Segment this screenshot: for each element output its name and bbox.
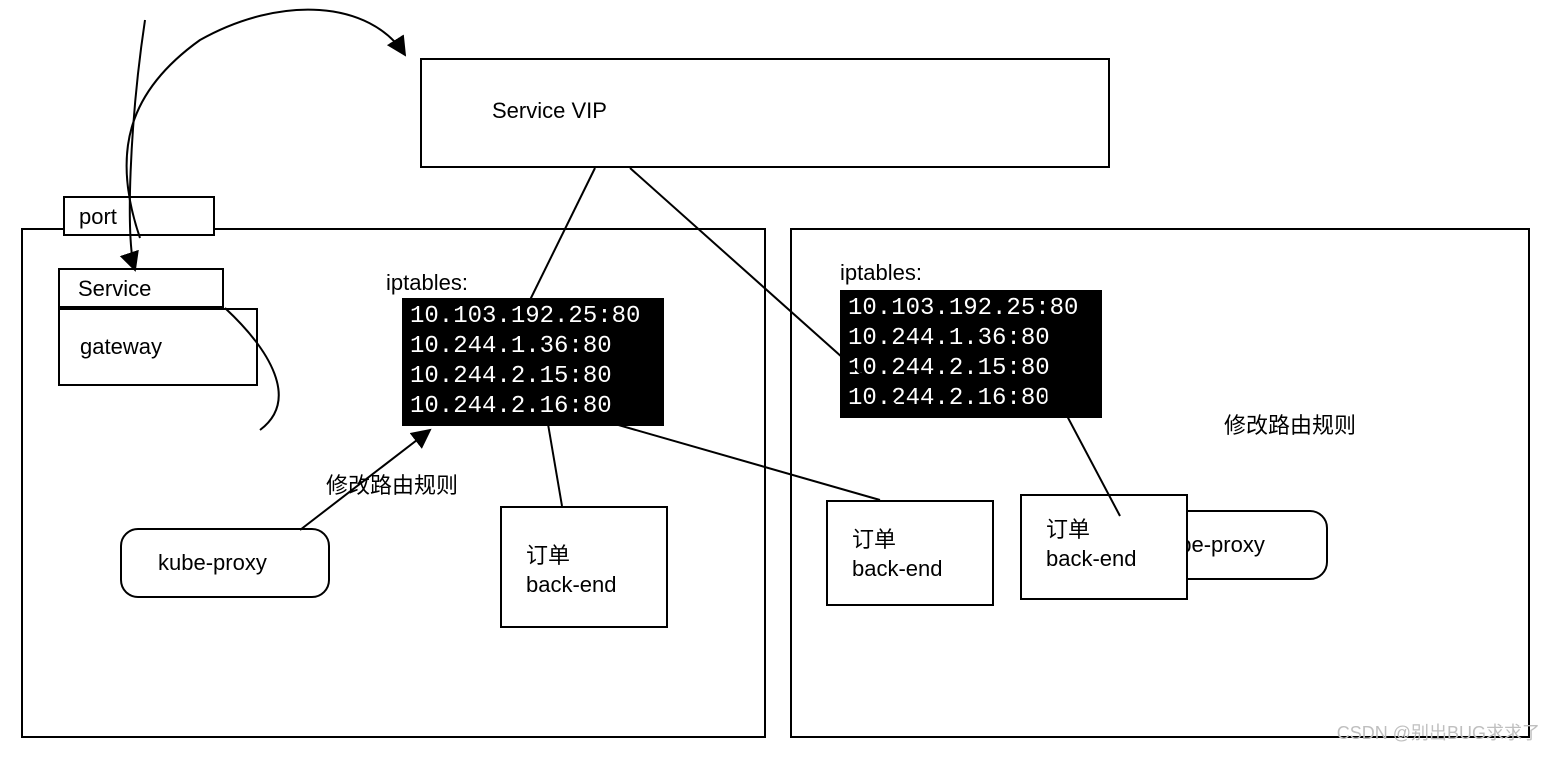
modify-route-right-label: 修改路由规则 [1224, 408, 1356, 440]
kube-proxy-left-label: kube-proxy [158, 550, 267, 576]
backend-mid-box: 订单 back-end [826, 500, 994, 606]
iptables-left-terminal: 10.103.192.25:80 10.244.1.36:80 10.244.2… [402, 298, 664, 426]
backend-left-box: 订单 back-end [500, 506, 668, 628]
port-box: port [63, 196, 215, 236]
backend-right-order: 订单 [1046, 512, 1090, 544]
iptables-left-label: iptables: [386, 270, 468, 296]
iptables-right-label: iptables: [840, 260, 922, 286]
backend-mid-order: 订单 [852, 522, 896, 554]
port-label: port [79, 204, 117, 230]
service-vip-label: Service VIP [492, 98, 607, 124]
modify-route-left-label: 修改路由规则 [326, 468, 458, 500]
kube-proxy-left-box: kube-proxy [120, 528, 330, 598]
gateway-label: gateway [80, 334, 162, 360]
backend-left-backend: back-end [526, 572, 617, 598]
service-vip-box: Service VIP [420, 58, 1110, 168]
backend-right-backend: back-end [1046, 546, 1137, 572]
service-label: Service [78, 276, 151, 302]
backend-right-box: 订单 back-end [1020, 494, 1188, 600]
backend-mid-backend: back-end [852, 556, 943, 582]
watermark: CSDN @别出BUG求求了 [1337, 719, 1540, 745]
service-box: Service [58, 268, 224, 308]
backend-left-order: 订单 [526, 538, 570, 570]
iptables-right-terminal: 10.103.192.25:80 10.244.1.36:80 10.244.2… [840, 290, 1102, 418]
gateway-box: gateway [58, 308, 258, 386]
